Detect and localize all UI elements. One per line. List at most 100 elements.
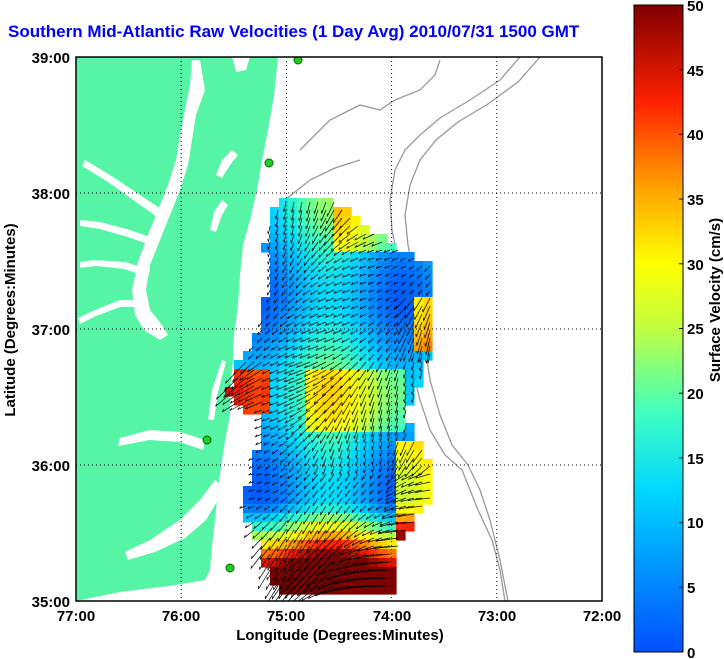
velocity-arrow xyxy=(376,297,383,302)
velocity-cell xyxy=(405,288,415,298)
velocity-arrow xyxy=(386,385,391,398)
velocity-arrowhead xyxy=(367,569,371,572)
velocity-arrow xyxy=(258,561,271,580)
velocity-cell xyxy=(288,540,298,550)
velocity-arrowhead xyxy=(329,569,332,573)
velocity-arrow xyxy=(336,505,343,515)
velocity-arrow xyxy=(387,449,391,457)
velocity-arrow xyxy=(312,505,319,516)
velocity-cell xyxy=(252,522,262,532)
velocity-arrow xyxy=(341,329,351,335)
velocity-arrowhead xyxy=(341,314,345,318)
velocity-arrow xyxy=(394,345,399,353)
velocity-cell xyxy=(405,504,415,514)
velocity-arrow xyxy=(391,457,399,471)
velocity-arrowhead xyxy=(290,423,293,427)
velocity-arrow xyxy=(313,457,319,468)
velocity-arrowhead xyxy=(341,552,344,556)
velocity-cell xyxy=(306,468,316,478)
velocity-arrow xyxy=(277,353,287,359)
velocity-arrowhead xyxy=(347,463,349,467)
velocity-arrowhead xyxy=(386,493,389,497)
velocity-cell xyxy=(306,450,316,460)
velocity-arrow xyxy=(411,465,423,477)
velocity-arrow xyxy=(366,577,391,580)
velocity-arrow xyxy=(418,289,423,296)
velocity-arrowhead xyxy=(327,576,330,580)
velocity-cell xyxy=(342,531,352,541)
velocity-arrow xyxy=(334,513,343,524)
velocity-arrow xyxy=(425,337,431,355)
velocity-arrowhead xyxy=(401,290,404,294)
velocity-arrowhead xyxy=(312,374,315,378)
velocity-arrowhead xyxy=(403,415,405,419)
velocity-arrow xyxy=(286,321,295,327)
velocity-arrowhead xyxy=(285,428,288,432)
velocity-cell xyxy=(288,315,298,325)
velocity-arrow xyxy=(340,377,351,389)
velocity-cell xyxy=(333,234,343,244)
velocity-arrow xyxy=(297,241,303,252)
velocity-cell xyxy=(360,585,370,595)
velocity-cell xyxy=(369,396,379,406)
velocity-cell xyxy=(288,252,298,262)
velocity-cell xyxy=(414,279,424,289)
velocity-cell xyxy=(396,315,406,325)
velocity-arrow xyxy=(296,281,303,289)
velocity-arrowhead xyxy=(333,267,336,271)
velocity-arrowhead xyxy=(238,385,241,388)
velocity-arrow xyxy=(297,249,303,259)
velocity-arrow xyxy=(363,433,367,443)
velocity-arrow xyxy=(325,257,335,265)
velocity-arrow xyxy=(295,289,303,296)
velocity-cell xyxy=(306,279,316,289)
velocity-cell xyxy=(369,405,379,415)
velocity-arrowhead xyxy=(359,570,363,573)
velocity-arrow xyxy=(245,401,263,410)
velocity-cell xyxy=(270,459,280,469)
velocity-cell xyxy=(423,468,433,478)
velocity-arrowhead xyxy=(285,347,288,351)
velocity-cell xyxy=(315,387,325,397)
velocity-cell xyxy=(360,288,370,298)
colorbar-tick: 35 xyxy=(687,192,704,209)
velocity-arrowhead xyxy=(295,454,298,458)
velocity-arrow xyxy=(347,441,351,452)
velocity-arrow xyxy=(296,273,303,281)
velocity-cell xyxy=(324,216,334,226)
velocity-arrowhead xyxy=(385,290,388,294)
velocity-arrow xyxy=(267,273,271,280)
velocity-arrow xyxy=(364,441,367,451)
velocity-arrow xyxy=(350,305,359,310)
velocity-arrow xyxy=(333,521,343,533)
velocity-arrowhead xyxy=(400,258,403,262)
x-tick-label: 77:00 xyxy=(57,608,95,625)
velocity-arrow xyxy=(385,289,391,294)
velocity-cell xyxy=(333,441,343,451)
velocity-arrow xyxy=(287,449,295,457)
velocity-arrowhead xyxy=(341,357,344,361)
velocity-arrow xyxy=(272,505,279,512)
velocity-arrow xyxy=(406,321,415,337)
velocity-cell xyxy=(369,567,379,577)
velocity-arrowhead xyxy=(303,591,306,595)
velocity-arrowhead xyxy=(290,232,292,236)
velocity-arrowhead xyxy=(377,402,380,406)
velocity-arrow xyxy=(364,449,367,458)
velocity-arrow xyxy=(408,257,415,262)
velocity-cell xyxy=(297,234,307,244)
velocity-arrowhead xyxy=(378,418,380,422)
velocity-arrowhead xyxy=(293,331,296,335)
velocity-cell xyxy=(324,207,334,217)
velocity-arrowhead xyxy=(264,498,267,502)
velocity-arrowhead xyxy=(263,450,266,454)
velocity-cell xyxy=(360,297,370,307)
velocity-arrow xyxy=(306,569,327,587)
velocity-cell xyxy=(306,405,316,415)
velocity-arrowhead xyxy=(274,269,277,273)
velocity-cell xyxy=(288,297,298,307)
velocity-arrow xyxy=(237,393,255,403)
velocity-arrow xyxy=(285,425,295,432)
velocity-arrow xyxy=(388,433,391,442)
velocity-arrow xyxy=(356,465,359,474)
